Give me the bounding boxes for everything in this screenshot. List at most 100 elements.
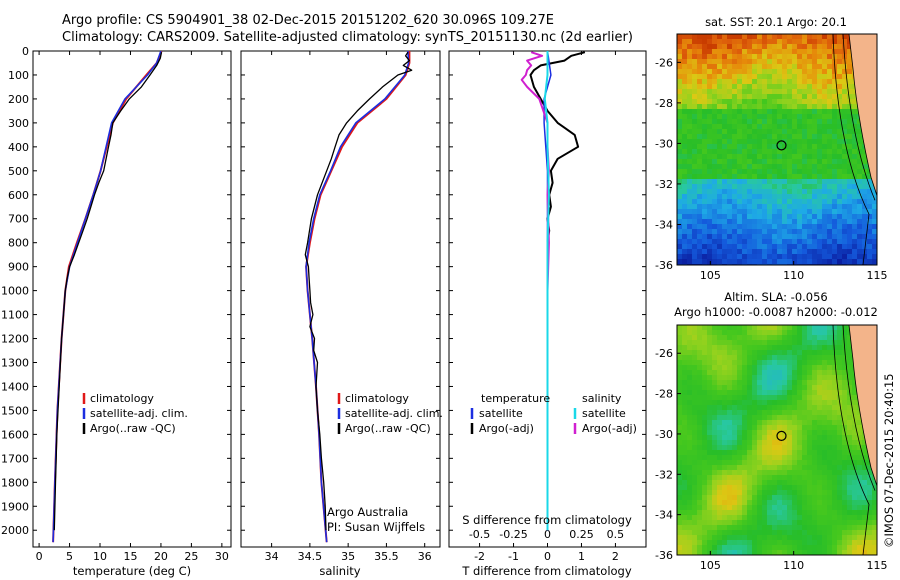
sla-map-cell — [722, 500, 728, 506]
sst-map-cell — [682, 54, 688, 60]
sst-map-cell — [757, 144, 763, 150]
sla-map-cell — [867, 470, 873, 476]
sla-map-cell — [712, 375, 718, 381]
sst-map-cell — [852, 249, 858, 255]
depth-tick-label: 600 — [8, 189, 29, 202]
sst-map-cell — [717, 39, 723, 45]
sla-map-cell — [687, 545, 693, 551]
sla-map-cell — [722, 425, 728, 431]
sst-map-cell — [727, 164, 733, 170]
sla-map-cell — [822, 435, 828, 441]
sst-map-cell — [712, 54, 718, 60]
sla-map-cell — [692, 530, 698, 536]
sst-map-cell — [697, 54, 703, 60]
sst-map-cell — [757, 49, 763, 55]
sst-map-cell — [687, 74, 693, 80]
sst-map-cell — [697, 164, 703, 170]
sla-map-cell — [722, 395, 728, 401]
sst-map-cell — [702, 69, 708, 75]
sla-map-cell — [767, 505, 773, 511]
sst-map-cell — [702, 184, 708, 190]
sst-map-cell — [842, 179, 848, 185]
sst-map-cell — [822, 99, 828, 105]
sst-map-cell — [812, 239, 818, 245]
sst-map-cell — [832, 184, 838, 190]
sla-map-cell — [742, 400, 748, 406]
sla-map-cell — [762, 460, 768, 466]
sla-map-cell — [747, 425, 753, 431]
sla-map-cell — [682, 445, 688, 451]
sst-map-cell — [792, 114, 798, 120]
sst-map-cell — [732, 109, 738, 115]
sst-map-cell — [802, 184, 808, 190]
sla-map-cell — [762, 470, 768, 476]
sst-map-cell — [692, 229, 698, 235]
sst-map-cell — [807, 144, 813, 150]
sst-map-cell — [772, 229, 778, 235]
sla-map-cell — [707, 410, 713, 416]
sla-map-cell — [757, 390, 763, 396]
sst-map-cell — [737, 219, 743, 225]
sla-map-cell — [797, 430, 803, 436]
sla-map-cell — [777, 335, 783, 341]
sst-map-cell — [812, 224, 818, 230]
sst-map-cell — [852, 134, 858, 140]
sst-map-cell — [712, 104, 718, 110]
sla-map-cell — [822, 505, 828, 511]
sla-map-cell — [757, 370, 763, 376]
sst-map-cell — [767, 104, 773, 110]
sst-map-cell — [817, 84, 823, 90]
sst-map-cell — [717, 159, 723, 165]
sla-map-cell — [747, 365, 753, 371]
sla-map-cell — [687, 455, 693, 461]
sst-map-cell — [812, 64, 818, 70]
sst-map-cell — [772, 109, 778, 115]
sst-map-cell — [727, 64, 733, 70]
sla-map-cell — [817, 500, 823, 506]
sla-map-cell — [832, 465, 838, 471]
sla-map-cell — [707, 500, 713, 506]
sla-map-cell — [747, 420, 753, 426]
sla-map-cell — [747, 330, 753, 336]
sla-map-cell — [807, 435, 813, 441]
sla-map-cell — [702, 470, 708, 476]
sst-map-cell — [752, 64, 758, 70]
sla-map-cell — [827, 525, 833, 531]
sla-map-cell — [827, 460, 833, 466]
sst-map-cell — [817, 169, 823, 175]
sla-map-cell — [787, 465, 793, 471]
sla-map-cell — [847, 400, 853, 406]
sst-map-cell — [747, 39, 753, 45]
sst-map-cell — [772, 64, 778, 70]
sst-map-cell — [812, 174, 818, 180]
sst-map-cell — [857, 219, 863, 225]
sst-map-cell — [727, 239, 733, 245]
sst-map-cell — [832, 134, 838, 140]
sst-map-cell — [717, 254, 723, 260]
sla-map-cell — [782, 405, 788, 411]
sst-map-cell — [737, 124, 743, 130]
sla-map-cell — [807, 470, 813, 476]
sla-map-cell — [772, 515, 778, 521]
sla-map-cell — [737, 380, 743, 386]
sst-map-cell — [857, 184, 863, 190]
sla-map-cell — [832, 365, 838, 371]
sst-map-cell — [692, 224, 698, 230]
sst-map-cell — [712, 99, 718, 105]
sst-map-cell — [767, 94, 773, 100]
sst-map-cell — [857, 154, 863, 160]
sst-map-cell — [692, 34, 698, 40]
sst-map-cell — [742, 49, 748, 55]
sst-map-cell — [727, 114, 733, 120]
sst-map-cell — [762, 254, 768, 260]
sla-map-cell — [727, 460, 733, 466]
sst-map-cell — [812, 119, 818, 125]
sst-map-cell — [857, 254, 863, 260]
sst-map-cell — [832, 214, 838, 220]
sla-map-cell — [752, 505, 758, 511]
sst-map-cell — [832, 144, 838, 150]
sst-map-cell — [782, 194, 788, 200]
sst-map-cell — [782, 154, 788, 160]
sla-map-cell — [802, 525, 808, 531]
sla-map-cell — [682, 450, 688, 456]
